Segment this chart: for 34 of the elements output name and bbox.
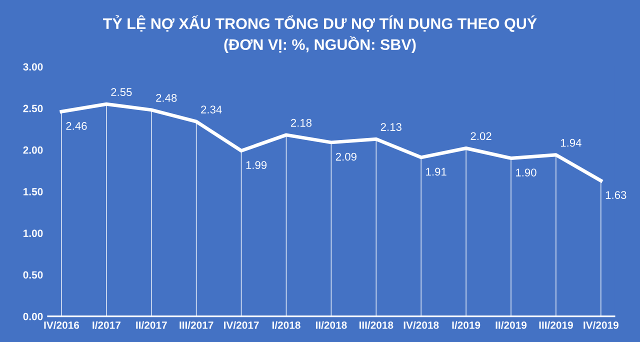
text: 1.99 [246,161,267,170]
y-tick-label: 2.00 [23,146,43,154]
x-tick-label: II/2017 [136,321,167,329]
x-tick-label: IV/2017 [224,321,259,329]
x-tick-label: II/2019 [496,321,527,329]
x-tick-label: I/2018 [272,321,300,329]
x-tick-label: IV/2019 [584,321,618,329]
text: 2.55 [111,88,132,96]
x-tick-label: III/2019 [539,321,573,329]
y-tick-label: 2.50 [23,104,43,112]
y-tick-label: 3.00 [23,63,43,71]
text: 1.94 [560,138,582,147]
y-tick-label: 0.50 [23,271,43,279]
x-tick-label: III/2017 [180,321,214,329]
y-tick-label: 0.00 [23,312,43,320]
text: 2.46 [66,122,87,130]
text: 2.09 [336,152,356,161]
chart-title: TỶ LỆ NỢ XẤU TRONG TỔNG DƯ NỢ TÍN DỤNG THEO QUÝ (ĐƠN VỊ: %, NGUỒN: SBV) [103,15,537,54]
y-tick-label: 1.00 [24,230,43,238]
x-tick-label: III/2018 [359,321,394,329]
text: 2.48 [156,94,177,102]
x-tick-label: I/2017 [92,321,120,329]
text: 1.90 [516,168,536,176]
x-tick-label: II/2018 [316,321,347,329]
text: 1.91 [426,168,446,176]
x-tick-label: IV/2018 [404,321,439,329]
text: 2.18 [290,118,312,127]
x-tick-label: IV/2016 [44,321,80,329]
y-tick-label: 1.50 [24,188,43,196]
text: 2.02 [470,132,492,140]
text: 2.34 [201,106,222,114]
x-tick-label: I/2019 [452,321,480,329]
text: 2.13 [380,123,402,131]
text: 1.63 [606,191,626,199]
